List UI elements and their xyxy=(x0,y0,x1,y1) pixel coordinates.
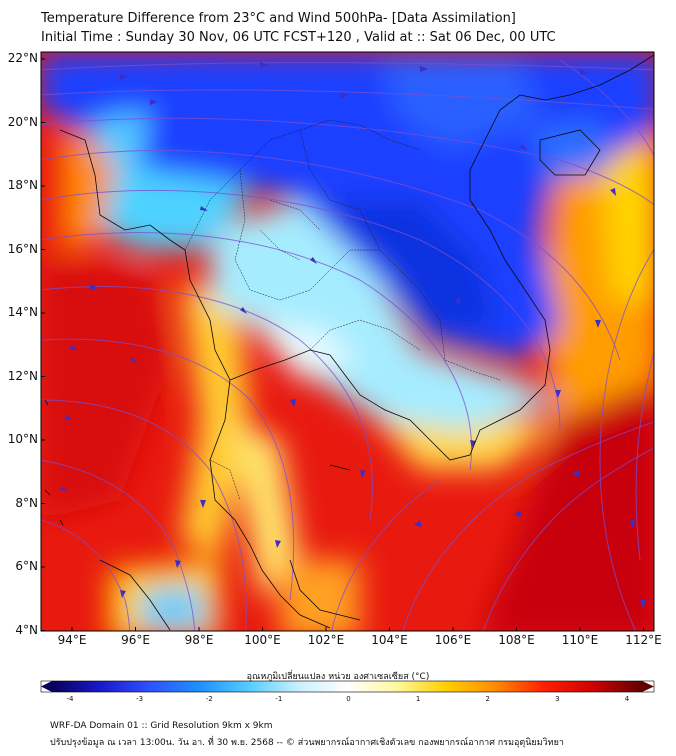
colorbar xyxy=(52,681,642,692)
temperature-field xyxy=(41,52,654,631)
country-borders xyxy=(184,119,501,501)
longitude-label: 104°E xyxy=(371,633,408,647)
latitude-label: 22°N xyxy=(7,51,38,65)
longitude-label: 110°E xyxy=(561,633,599,647)
latitude-label: 20°N xyxy=(7,114,38,129)
colorbar-tick-label: -4 xyxy=(66,695,74,703)
colorbar-min-arrow xyxy=(41,681,52,692)
chart-title: Temperature Difference from 23°C and Win… xyxy=(41,11,516,26)
latitude-ticks xyxy=(41,58,45,631)
latitude-label: 10°N xyxy=(7,432,38,446)
colorbar-tick-label: 2 xyxy=(485,695,490,703)
latitude-label: 16°N xyxy=(7,241,38,256)
colorbar-tick-label: 1 xyxy=(415,695,421,703)
map-frame xyxy=(40,51,655,632)
coastlines xyxy=(44,54,654,631)
longitude-label: 102°E xyxy=(307,633,345,647)
colorbar-tick-label: -2 xyxy=(205,695,213,703)
latitude-label: 8°N xyxy=(15,495,38,510)
colorbar-tick-label: 3 xyxy=(555,695,560,703)
colorbar-tick-label: -3 xyxy=(136,695,144,703)
footer-domain-info: WRF-DA Domain 01 :: Grid Resolution 9km … xyxy=(50,721,273,731)
colorbar-max-arrow xyxy=(642,681,654,692)
colorbar-tick-label: -1 xyxy=(275,695,283,703)
footer-credit: ปรับปรุงข้อมูล ณ เวลา 13:00น. วัน อา. ที… xyxy=(50,738,564,748)
colorbar-title: อุณหภูมิเปลี่ยนแปลง หน่วย องศาเซลเซียส (… xyxy=(246,672,430,682)
longitude-label: 108°E xyxy=(498,633,535,647)
longitude-label: 94°E xyxy=(57,633,87,647)
latitude-label: 18°N xyxy=(7,178,38,192)
longitude-label: 100°E xyxy=(244,633,281,647)
chart-subtitle: Initial Time : Sunday 30 Nov, 06 UTC FCS… xyxy=(41,30,556,45)
colorbar-tick-label: 0 xyxy=(346,695,351,703)
latitude-label: 6°N xyxy=(15,559,38,573)
longitude-label: 96°E xyxy=(121,633,150,647)
latitude-label: 14°N xyxy=(7,305,38,319)
colorbar-tick-label: 4 xyxy=(624,695,630,703)
longitude-label: 106°E xyxy=(434,633,472,647)
latitude-label: 12°N xyxy=(7,368,38,383)
wind-arrows xyxy=(60,62,646,608)
longitude-ticks xyxy=(71,627,644,631)
longitude-label: 112°E xyxy=(625,633,662,647)
longitude-label: 98°E xyxy=(184,633,214,647)
latitude-label: 4°N xyxy=(15,622,38,637)
